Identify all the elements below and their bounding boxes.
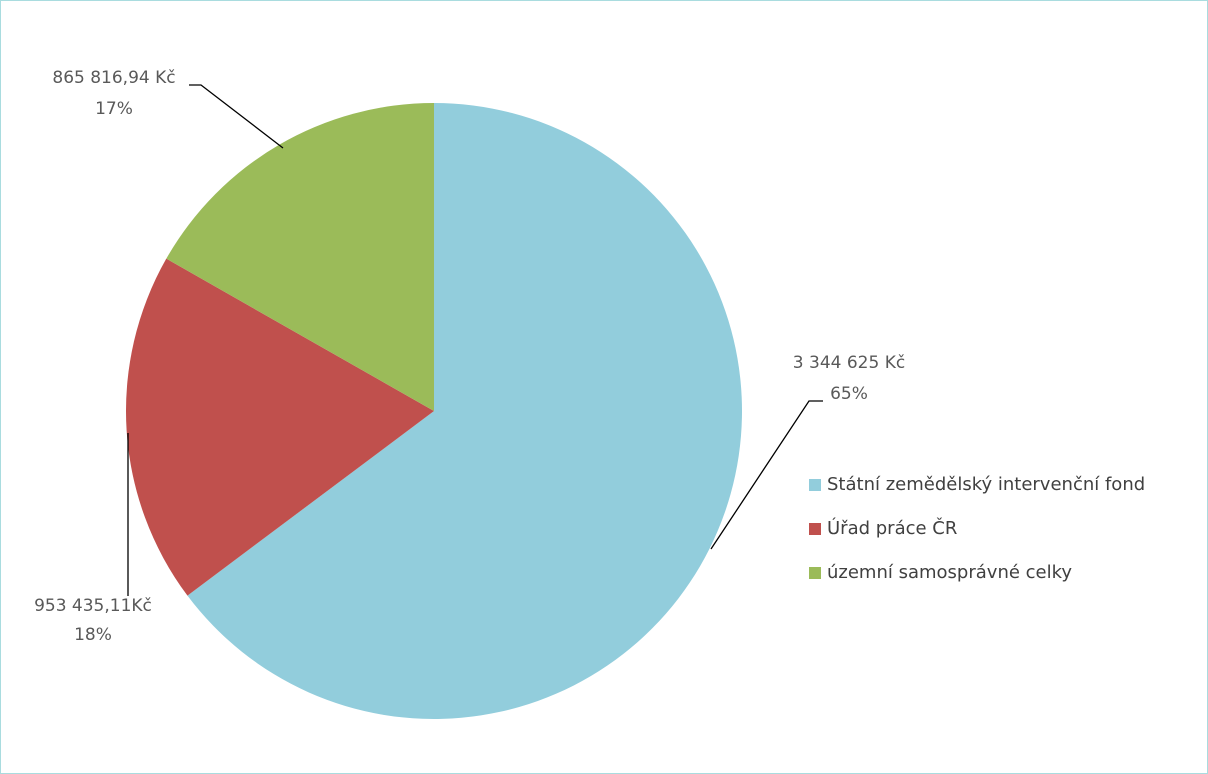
legend-label: územní samosprávné celky — [827, 562, 1073, 583]
legend: Státní zemědělský intervenční fond Úřad p… — [809, 469, 1169, 601]
pie-slice — [187, 103, 742, 719]
leader-line — [189, 84, 284, 149]
legend-swatch — [809, 479, 821, 491]
value-label: 3 344 625 Kč — [793, 353, 905, 373]
percent-label: 18% — [74, 625, 112, 645]
legend-label: Státní zemědělský intervenční fond — [827, 474, 1146, 495]
value-label: 953 435,11Kč — [34, 596, 152, 616]
pie-slice — [166, 103, 434, 411]
legend-item: územní samosprávné celky — [809, 557, 1169, 589]
pie-slice — [125, 258, 435, 596]
legend-item: Státní zemědělský intervenční fond — [809, 469, 1169, 501]
percent-label: 17% — [95, 99, 133, 119]
legend-swatch — [809, 523, 821, 535]
percent-label: 65% — [830, 384, 868, 404]
value-label: 865 816,94 Kč — [52, 68, 175, 88]
legend-swatch — [809, 567, 821, 579]
leader-line — [710, 400, 823, 550]
legend-item: Úřad práce ČR — [809, 513, 1169, 545]
legend-label: Úřad práce ČR — [827, 518, 958, 539]
